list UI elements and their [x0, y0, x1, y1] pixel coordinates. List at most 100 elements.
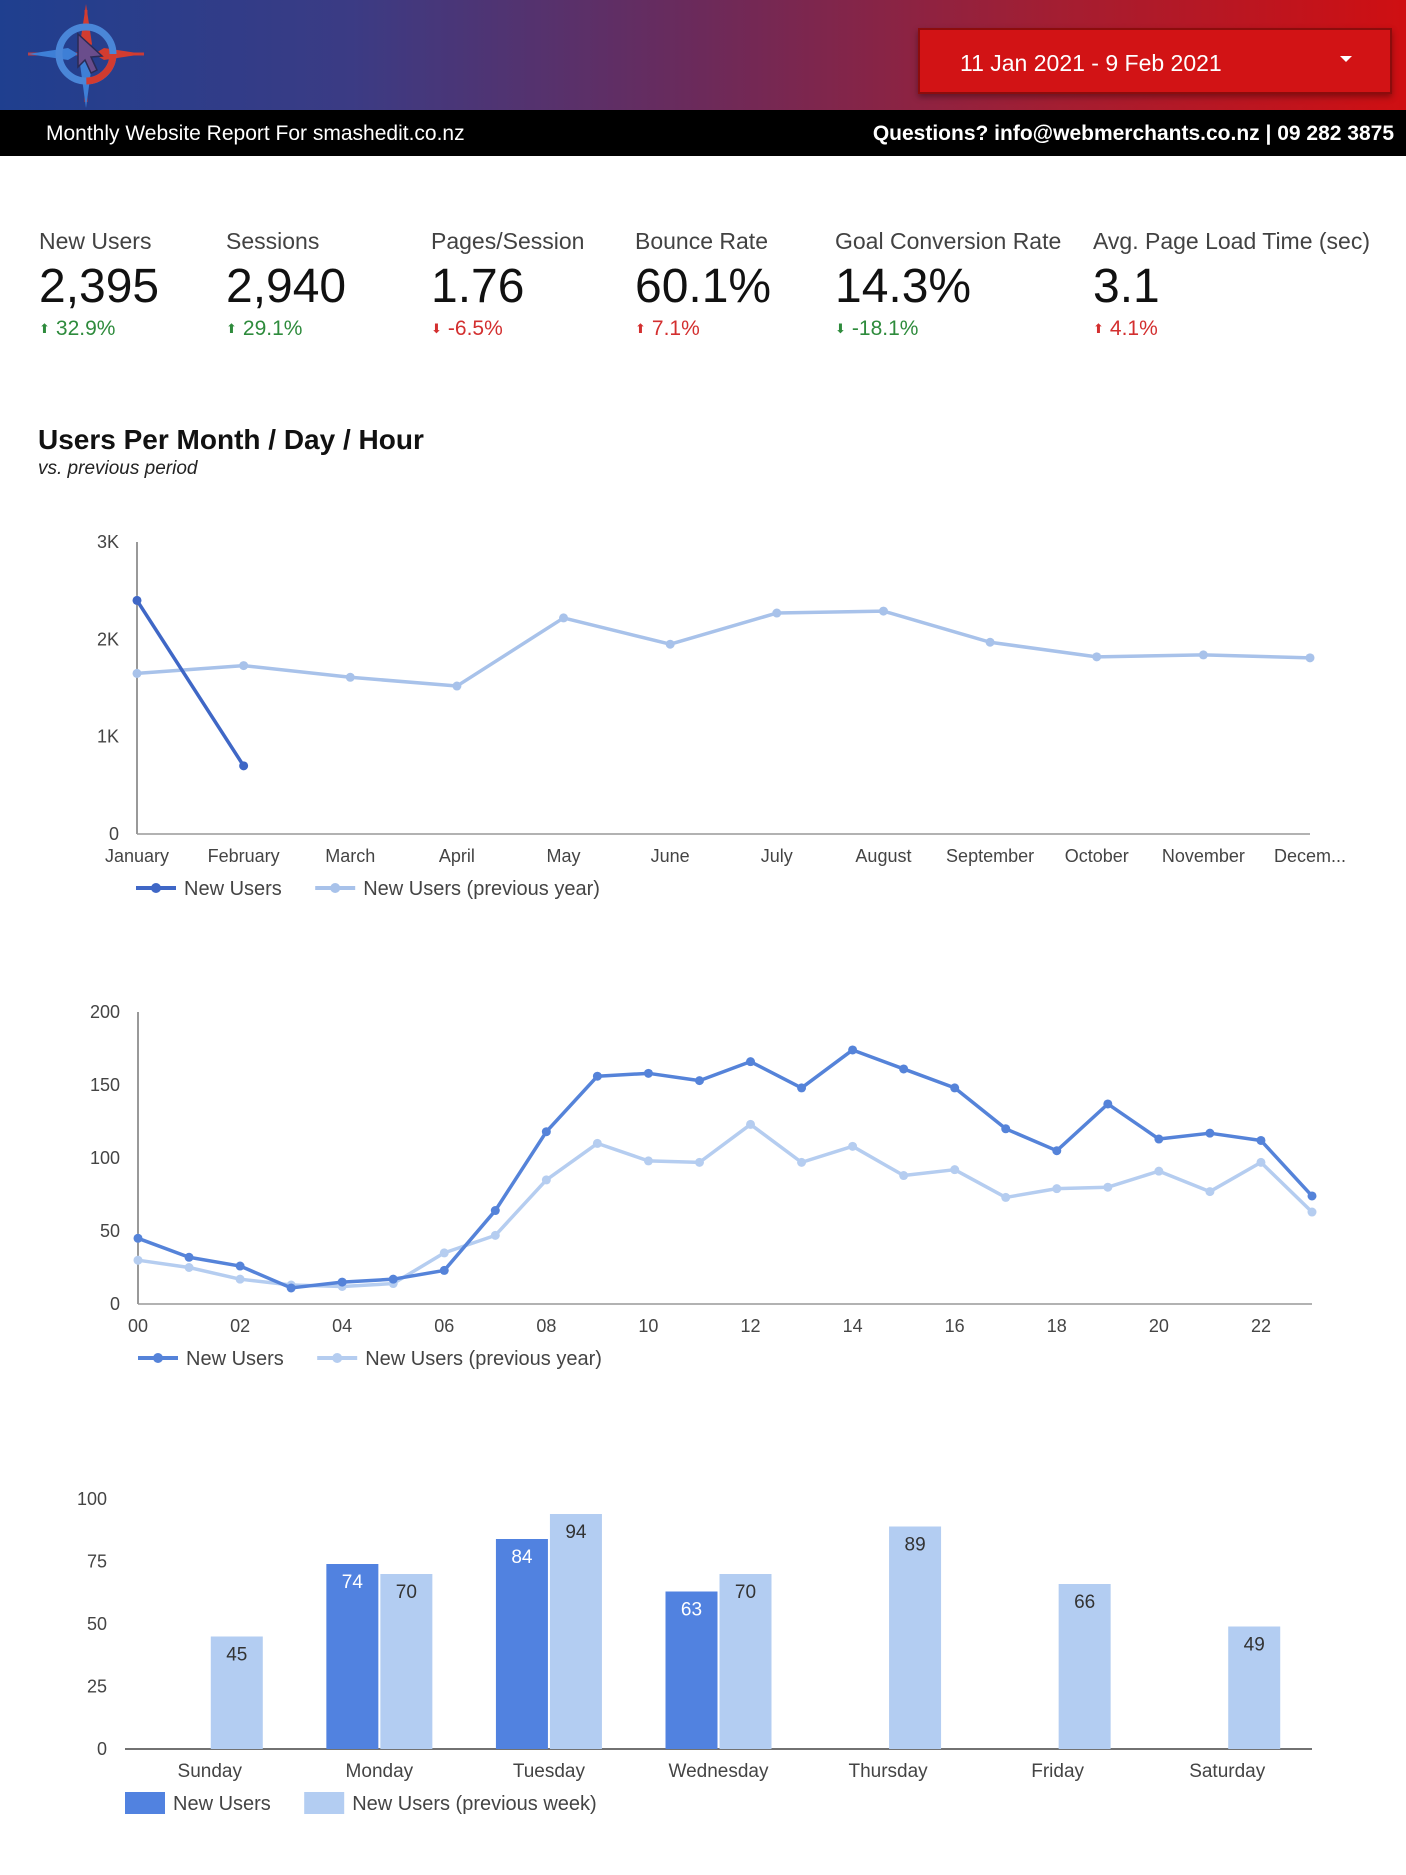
data-point: [1052, 1146, 1062, 1156]
data-point: [1205, 1128, 1215, 1138]
x-tick-label: 12: [741, 1316, 761, 1336]
bar-value-label: 84: [511, 1547, 533, 1568]
kpi-value: 60.1%: [635, 260, 772, 313]
kpi-value: 2,395: [39, 260, 160, 313]
data-point: [388, 1274, 398, 1284]
kpi-label: Bounce Rate: [635, 228, 768, 254]
bar: [210, 1636, 263, 1749]
series-line: [137, 1122, 1314, 1289]
kpi-delta: ⬇ -18.1%: [835, 317, 1061, 341]
data-point: [132, 668, 142, 678]
legend-marker: [332, 1353, 343, 1363]
x-tick-label: Monday: [346, 1761, 414, 1782]
bar-value-label: 89: [905, 1535, 926, 1556]
data-point: [235, 1261, 245, 1271]
legend-label: New Users: [186, 1348, 284, 1370]
data-point: [1154, 1134, 1164, 1144]
data-point: [1305, 653, 1315, 663]
y-tick-label: 100: [77, 1489, 107, 1509]
bar: [326, 1564, 379, 1749]
x-tick-label: 22: [1251, 1316, 1271, 1336]
x-tick-label: 14: [843, 1316, 863, 1336]
legend-label: New Users (previous year): [365, 1348, 602, 1370]
kpi-delta: ⬇ -6.5%: [431, 317, 584, 341]
kpi-delta-value: 29.1%: [242, 317, 303, 340]
data-point: [694, 1076, 704, 1086]
legend-label: New Users: [173, 1793, 271, 1815]
data-point: [643, 1068, 653, 1078]
series-line: [136, 609, 1311, 688]
x-tick-label: 08: [536, 1316, 556, 1336]
arrow-up-icon: ⬆: [635, 321, 646, 336]
x-tick-label: October: [1065, 846, 1129, 866]
data-point: [694, 1157, 704, 1167]
legend-label: New Users (previous week): [352, 1793, 597, 1815]
kpi-value: 1.76: [431, 260, 525, 313]
bar-value-label: 94: [565, 1522, 587, 1543]
data-point: [1154, 1166, 1164, 1176]
kpi-sessions: Sessions 2,940 ⬆ 29.1%: [226, 228, 346, 341]
data-point: [1198, 650, 1208, 660]
legend-swatch: [125, 1792, 165, 1814]
kpi-label: Pages/Session: [431, 228, 585, 254]
section-subtitle: vs. previous period: [38, 458, 198, 479]
x-tick-label: March: [325, 846, 375, 866]
section-title: Users Per Month / Day / Hour: [38, 424, 424, 455]
kpi-delta-value: 32.9%: [55, 317, 116, 340]
kpi-delta: ⬆ 32.9%: [39, 317, 159, 341]
data-point: [286, 1283, 296, 1293]
data-point: [1205, 1187, 1215, 1197]
bar: [1058, 1584, 1111, 1749]
bar-value-label: 63: [681, 1600, 702, 1621]
kpi-value: 3.1: [1093, 260, 1160, 313]
x-tick-label: 16: [945, 1316, 965, 1336]
data-point: [772, 608, 782, 618]
data-point: [439, 1265, 449, 1275]
kpi-label: New Users: [39, 228, 152, 254]
data-point: [1092, 652, 1102, 662]
x-tick-label: Tuesday: [513, 1761, 586, 1782]
kpi-goal-conversion-rate: Goal Conversion Rate 14.3% ⬇ -18.1%: [835, 228, 1061, 341]
bar-value-label: 74: [342, 1572, 364, 1593]
data-point: [950, 1165, 960, 1175]
data-point: [239, 661, 249, 671]
legend-label: New Users (previous year): [363, 878, 600, 900]
kpi-delta: ⬆ 7.1%: [635, 317, 771, 341]
data-point: [1103, 1099, 1113, 1109]
y-tick-label: 100: [90, 1148, 120, 1168]
x-tick-label: 10: [638, 1316, 658, 1336]
y-tick-label: 0: [110, 1294, 120, 1314]
kpi-delta-value: -18.1%: [851, 317, 919, 340]
legend-marker: [153, 1353, 163, 1363]
kpi-label: Avg. Page Load Time (sec): [1093, 228, 1370, 254]
report-title: Monthly Website Report For smashedit.co.…: [46, 122, 465, 145]
data-point: [848, 1141, 858, 1151]
y-tick-label: 150: [90, 1075, 120, 1095]
kpi-bounce-rate: Bounce Rate 60.1% ⬆ 7.1%: [635, 228, 771, 341]
bar: [665, 1591, 718, 1749]
y-tick-label: 50: [87, 1614, 107, 1634]
x-tick-label: Wednesday: [669, 1761, 769, 1782]
chevron-down-icon[interactable]: [1340, 56, 1352, 62]
data-point: [665, 639, 675, 649]
data-point: [490, 1206, 500, 1216]
data-point: [133, 1233, 143, 1243]
kpi-delta-value: 7.1%: [651, 317, 700, 340]
date-range-text: 11 Jan 2021 - 9 Feb 2021: [960, 50, 1222, 76]
data-point: [490, 1230, 500, 1240]
x-tick-label: Decem...: [1274, 846, 1346, 866]
x-tick-label: 04: [332, 1316, 352, 1336]
x-tick-label: 20: [1149, 1316, 1169, 1336]
contact-info: Questions? info@webmerchants.co.nz | 09 …: [872, 122, 1394, 145]
date-range-selector[interactable]: 11 Jan 2021 - 9 Feb 2021: [918, 28, 1392, 94]
data-point: [184, 1252, 194, 1262]
series-line: [137, 1048, 1314, 1290]
legend-marker: [151, 883, 161, 893]
data-point: [878, 606, 888, 616]
data-point: [132, 595, 142, 605]
bar: [1228, 1626, 1281, 1749]
data-point: [797, 1157, 807, 1167]
kpi-delta: ⬆ 4.1%: [1093, 317, 1370, 341]
users-per-month-chart: 0 1K 2K 3K January February March April May June J…: [97, 532, 1346, 900]
y-tick-label: 200: [90, 1002, 120, 1022]
